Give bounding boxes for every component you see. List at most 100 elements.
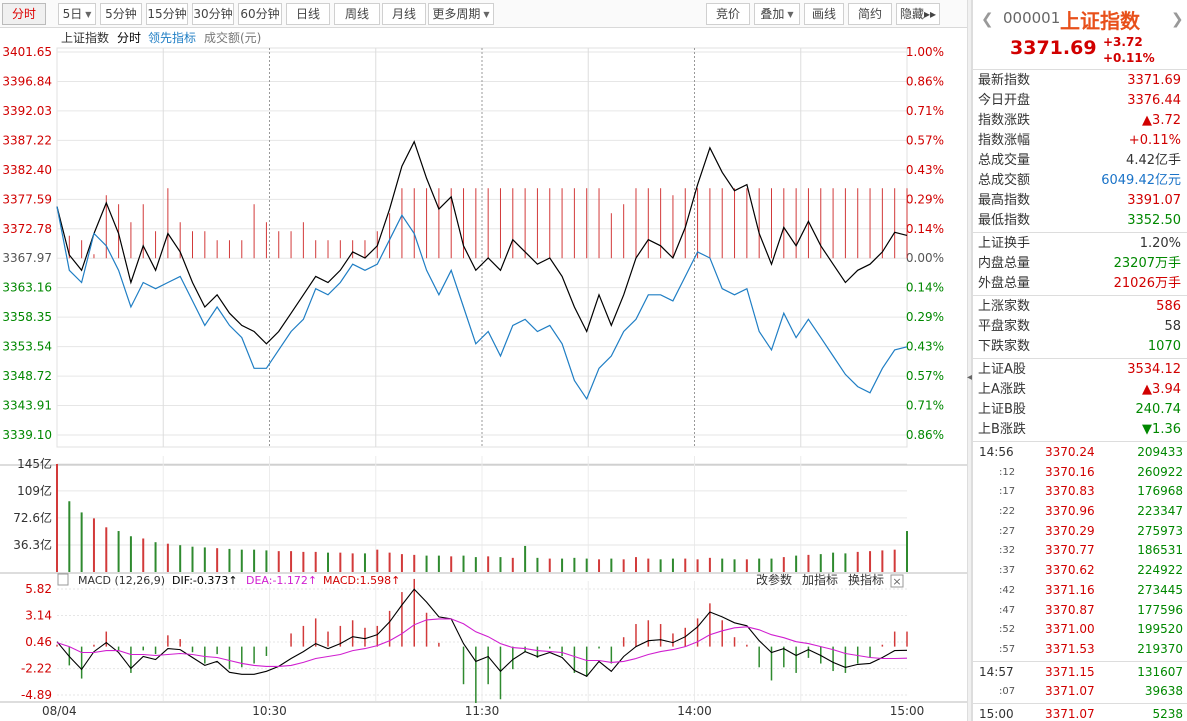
pct-tick-label: 0.43% [906, 163, 944, 177]
intraday-chart[interactable]: 3401.65 1.00% 3396.84 0.86% 3392.03 0.71% 3387… [0, 28, 967, 721]
stock-name: 上证指数 [1060, 9, 1140, 33]
period-tab-2[interactable]: 5分钟 [100, 3, 142, 25]
change-value: +3.72 [1103, 35, 1143, 49]
tick-price: 3370.24 [1045, 445, 1095, 459]
period-tab-6[interactable]: 日线 [286, 3, 330, 25]
stat-value: 1070 [1147, 339, 1181, 354]
stat-label: 上证A股 [978, 362, 1026, 377]
period-tab-0-label: 分时 [11, 7, 36, 21]
tick-row: :47 3370.87 177596 [973, 601, 1187, 621]
stat-label: 指数涨跌 [978, 113, 1031, 128]
tool-button-0[interactable]: 竞价 [706, 3, 750, 25]
tick-time: :27 [999, 525, 1016, 537]
price-tick-label: 3343.91 [2, 399, 52, 413]
pct-tick-label: 0.43% [906, 340, 944, 354]
tool-button-3-label: 简约 [857, 7, 882, 21]
period-tab-3[interactable]: 15分钟 [146, 3, 188, 25]
volume-tick-label: 36.3亿 [13, 537, 52, 552]
stat-row: 上证B股 240.74 [973, 400, 1187, 420]
macd-value: MACD:1.598↑ [323, 574, 400, 587]
tick-time: :17 [999, 486, 1016, 498]
stat-label: 最高指数 [978, 193, 1031, 208]
period-tab-5[interactable]: 60分钟 [238, 3, 282, 25]
macd-tick-label: 3.14 [25, 609, 52, 623]
macd-dif-line [56, 588, 908, 677]
tick-row: :32 3370.77 186531 [973, 541, 1187, 561]
tick-time: :47 [999, 604, 1016, 616]
period-tab-1[interactable]: 5日 ▼ [58, 3, 96, 25]
quote-header: ❮ 000001 上证指数 ❯ 3371.69 +3.72 +0.11% [973, 0, 1187, 70]
tick-list[interactable]: 14:56 3370.24 209433:12 3370.16 260922:17 337… [973, 442, 1187, 721]
tool-button-0-label: 竞价 [715, 7, 740, 21]
tick-group: 14:56 3370.24 209433:12 3370.16 260922:17 337… [973, 442, 1187, 662]
stat-value: 3376.44 [1127, 93, 1181, 108]
time-axis-label: 08/04 [42, 704, 77, 718]
pct-tick-label: 0.00% [906, 251, 944, 265]
price-tick-label: 3387.22 [2, 133, 52, 147]
stat-label: 外盘总量 [978, 276, 1031, 291]
tick-volume: 39638 [1144, 684, 1183, 699]
chart-canvas[interactable]: 3401.65 1.00% 3396.84 0.86% 3392.03 0.71% 3387… [0, 28, 967, 721]
period-tab-8[interactable]: 月线 [382, 3, 426, 25]
tick-group: 14:57 3371.15 131607:07 3371.07 39638 [973, 662, 1187, 704]
tick-row: :42 3371.16 273445 [973, 581, 1187, 601]
stats-section: 上证换手 1.20% 内盘总量 23207万手 外盘总量 21026万手 [973, 233, 1187, 296]
stat-value: 586 [1156, 299, 1181, 314]
period-tab-2-label: 5分钟 [105, 7, 137, 21]
stat-label: 上涨家数 [978, 299, 1031, 314]
stat-value: 23207万手 [1113, 256, 1181, 271]
stat-row: 最低指数 3352.50 [973, 211, 1187, 231]
pct-tick-label: 0.14% [906, 222, 944, 236]
stat-label: 内盘总量 [978, 256, 1031, 271]
macd-dif: DIF:-0.373↑ [172, 574, 238, 587]
stat-value: 4.42亿手 [1126, 153, 1181, 168]
prev-stock-icon[interactable]: ❮ [981, 10, 994, 28]
stat-row: 平盘家数 58 [973, 317, 1187, 337]
tool-button-2[interactable]: 画线 [804, 3, 844, 25]
stock-code: 000001 [1003, 9, 1061, 27]
tool-button-2-label: 画线 [811, 7, 836, 21]
price-frame [56, 47, 908, 448]
stat-row: 上证A股 3534.12 [973, 360, 1187, 380]
tick-row: :17 3370.83 176968 [973, 482, 1187, 502]
dropdown-caret-icon: ▼ [787, 10, 794, 19]
volume-tick-label: 145亿 [17, 456, 52, 471]
legend-index: 上证指数 [61, 30, 109, 45]
add-indicator-link: 加指标 [802, 572, 838, 587]
tick-price: 3370.29 [1045, 523, 1095, 538]
tick-time: :22 [999, 506, 1016, 518]
macd-tick-label: 5.82 [25, 582, 52, 596]
dropdown-caret-icon: ▼ [483, 10, 490, 19]
stat-value: 3391.07 [1127, 193, 1181, 208]
price-change: +3.72 +0.11% [1103, 34, 1155, 66]
legend-mode: 分时 [117, 31, 141, 45]
tool-button-3[interactable]: 简约 [848, 3, 892, 25]
tick-row: 14:56 3370.24 209433 [973, 443, 1187, 463]
period-tab-7[interactable]: 周线 [334, 3, 380, 25]
tool-button-1-label: 叠加 [760, 7, 785, 21]
stat-label: 上B涨跌 [978, 422, 1026, 437]
tick-price: 3371.16 [1045, 582, 1095, 597]
period-tab-9[interactable]: 更多周期 ▼ [428, 3, 494, 25]
pct-tick-label: 0.86% [906, 428, 944, 442]
tick-price: 3371.07 [1045, 684, 1095, 699]
tick-volume: 199520 [1137, 622, 1183, 637]
stat-value: 3371.69 [1127, 73, 1181, 88]
stat-row: 指数涨跌 ▲3.72 [973, 111, 1187, 131]
tick-time: :32 [999, 545, 1016, 557]
tick-time: :37 [999, 565, 1016, 577]
stat-value: 3534.12 [1127, 362, 1181, 377]
collapse-arrow-icon[interactable]: ◀ [967, 372, 975, 383]
pct-tick-label: 1.00% [906, 45, 944, 59]
period-tab-0[interactable]: 分时 [2, 3, 46, 25]
stat-label: 最新指数 [978, 73, 1031, 88]
panel-splitter[interactable]: ◀ [967, 0, 975, 721]
next-stock-icon[interactable]: ❯ [1171, 10, 1184, 28]
tool-button-1[interactable]: 叠加 ▼ [754, 3, 800, 25]
tick-time: 14:57 [979, 664, 1014, 679]
stat-label: 平盘家数 [978, 319, 1031, 334]
tool-button-4[interactable]: 隐藏▸▸ [896, 3, 940, 25]
period-tab-4[interactable]: 30分钟 [192, 3, 234, 25]
quote-stats: 最新指数 3371.69 今日开盘 3376.44 指数涨跌 ▲3.72 指数涨幅 +0.11… [973, 70, 1187, 442]
tick-price: 3370.77 [1045, 543, 1095, 558]
